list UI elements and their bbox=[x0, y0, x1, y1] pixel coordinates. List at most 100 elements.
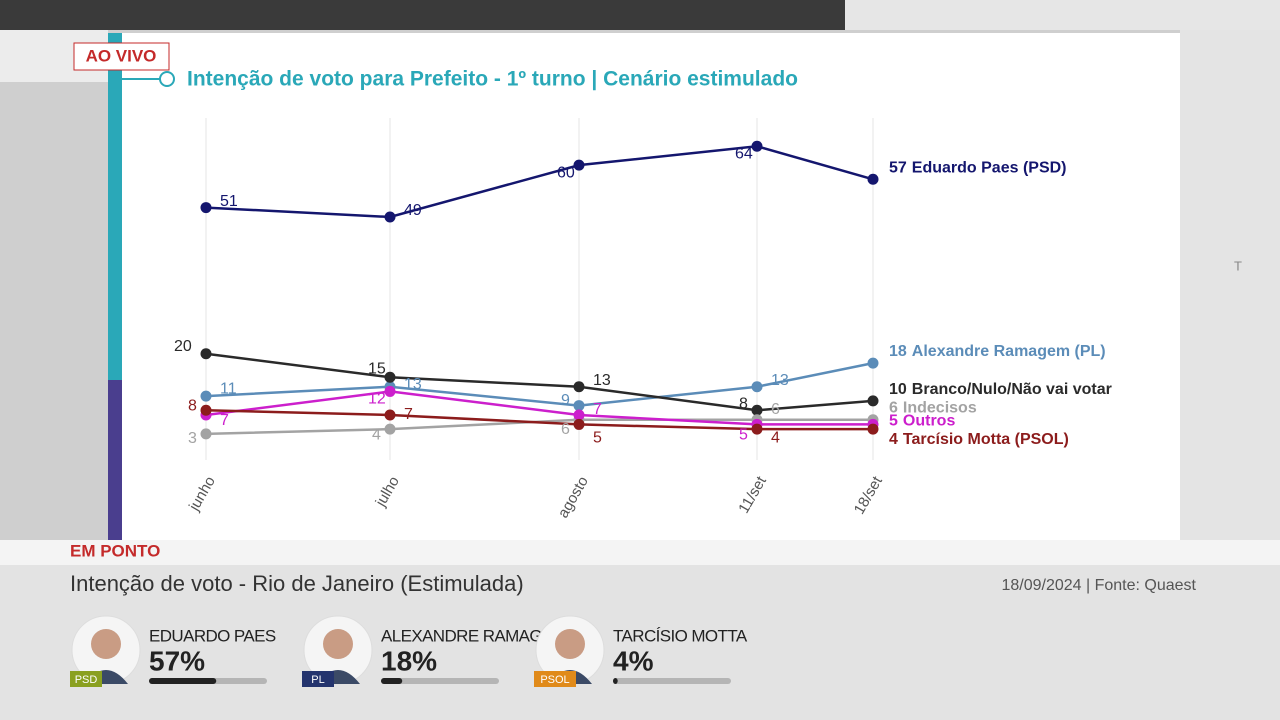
data-label: 9 bbox=[561, 392, 570, 409]
ticker-label: EM PONTO bbox=[70, 541, 160, 560]
point bbox=[867, 357, 879, 369]
point bbox=[200, 404, 212, 416]
point bbox=[573, 409, 585, 421]
end-label: 4 Tarcísio Motta (PSOL) bbox=[889, 431, 1069, 448]
data-label: 49 bbox=[404, 202, 422, 219]
point bbox=[200, 202, 212, 214]
data-label: 64 bbox=[735, 146, 753, 163]
series-name: Branco/Nulo/Não vai votar bbox=[912, 381, 1112, 398]
percent-bar bbox=[149, 678, 217, 684]
point bbox=[867, 173, 879, 185]
side-glyph: T bbox=[1234, 258, 1242, 273]
candidate-name: ALEXANDRE RAMAGEM bbox=[381, 626, 566, 645]
photo-head bbox=[323, 629, 353, 659]
ticker-date: 18/09/2024 bbox=[1001, 577, 1081, 594]
data-label: 4 bbox=[372, 426, 381, 443]
point bbox=[384, 423, 396, 435]
data-label: 60 bbox=[557, 164, 575, 181]
end-label: 18 Alexandre Ramagem (PL) bbox=[889, 343, 1106, 360]
data-label: 13 bbox=[771, 372, 789, 389]
data-label: 7 bbox=[404, 406, 413, 423]
chart-panel bbox=[108, 33, 1180, 540]
point bbox=[751, 140, 763, 152]
end-label: 6 Indecisos bbox=[889, 400, 977, 417]
ticker-panel bbox=[0, 565, 1280, 720]
logo-text: news bbox=[1078, 34, 1178, 78]
candidate-name: EDUARDO PAES bbox=[149, 626, 276, 645]
party: PL bbox=[311, 674, 324, 686]
series-name: Alexandre Ramagem (PL) bbox=[912, 343, 1106, 360]
point bbox=[573, 381, 585, 393]
data-label: 8 bbox=[188, 398, 197, 415]
top-strip bbox=[0, 0, 845, 30]
end-value: 57 bbox=[889, 160, 907, 177]
separator: | bbox=[1082, 577, 1095, 594]
data-label: 51 bbox=[220, 193, 238, 210]
series-name: Eduardo Paes (PSD) bbox=[912, 160, 1067, 177]
series-name: Tarcísio Motta (PSOL) bbox=[903, 431, 1069, 448]
point bbox=[384, 371, 396, 383]
series-name: Outros bbox=[903, 413, 956, 430]
logo-ring bbox=[1038, 39, 1076, 77]
point bbox=[573, 418, 585, 430]
party: PSD bbox=[75, 674, 98, 686]
percent-track bbox=[381, 678, 499, 684]
accent-purple bbox=[108, 380, 122, 540]
data-label: 7 bbox=[593, 401, 602, 418]
point bbox=[867, 395, 879, 407]
end-value: 6 bbox=[889, 400, 898, 417]
data-label: 15 bbox=[368, 361, 386, 378]
party-tag bbox=[70, 671, 102, 687]
percent-bar bbox=[381, 678, 403, 684]
ticker-source: Fonte: Quaest bbox=[1095, 577, 1197, 594]
logo-dot bbox=[1055, 52, 1067, 64]
point bbox=[751, 381, 763, 393]
candidate-percent: 4% bbox=[613, 645, 654, 676]
candidate-percent: 18% bbox=[381, 645, 437, 676]
candidate-name: TARCÍSIO MOTTA bbox=[613, 626, 748, 645]
point bbox=[751, 404, 763, 416]
end-label: 5 Outros bbox=[889, 413, 955, 430]
end-label: 10 Branco/Nulo/Não vai votar bbox=[889, 381, 1112, 398]
series-name: Indecisos bbox=[903, 400, 977, 417]
title-dot bbox=[159, 71, 175, 87]
data-label: 6 bbox=[561, 421, 570, 438]
point bbox=[751, 423, 763, 435]
end-value: 4 bbox=[889, 431, 898, 448]
party: PSOL bbox=[540, 674, 569, 686]
data-label: 3 bbox=[188, 430, 197, 447]
data-label: 13 bbox=[404, 376, 422, 393]
live-badge: AO VIVO bbox=[86, 46, 157, 65]
percent-bar bbox=[613, 678, 618, 684]
point bbox=[384, 211, 396, 223]
party-tag bbox=[302, 671, 334, 687]
data-label: 13 bbox=[593, 372, 611, 389]
data-label: 8 bbox=[739, 396, 748, 413]
point bbox=[867, 423, 879, 435]
point bbox=[384, 409, 396, 421]
percent-track bbox=[613, 678, 731, 684]
data-label: 11 bbox=[220, 380, 237, 397]
ticker-headline: Intenção de voto - Rio de Janeiro (Estim… bbox=[70, 571, 524, 596]
end-label: 57 Eduardo Paes (PSD) bbox=[889, 160, 1067, 177]
point bbox=[200, 428, 212, 440]
point bbox=[384, 385, 396, 397]
photo-head bbox=[555, 629, 585, 659]
point bbox=[573, 159, 585, 171]
data-label: 12 bbox=[368, 391, 386, 408]
party-tag bbox=[534, 671, 576, 687]
data-label: 5 bbox=[593, 430, 602, 447]
top-strip-light bbox=[845, 0, 1280, 30]
live-badge-box bbox=[73, 42, 170, 71]
ticker-label-strip bbox=[0, 540, 1280, 565]
candidate-percent: 57% bbox=[149, 645, 205, 676]
right-panel bbox=[1180, 30, 1280, 540]
data-label: 6 bbox=[771, 401, 780, 418]
photo-head bbox=[91, 629, 121, 659]
point bbox=[573, 400, 585, 412]
point bbox=[200, 348, 212, 360]
